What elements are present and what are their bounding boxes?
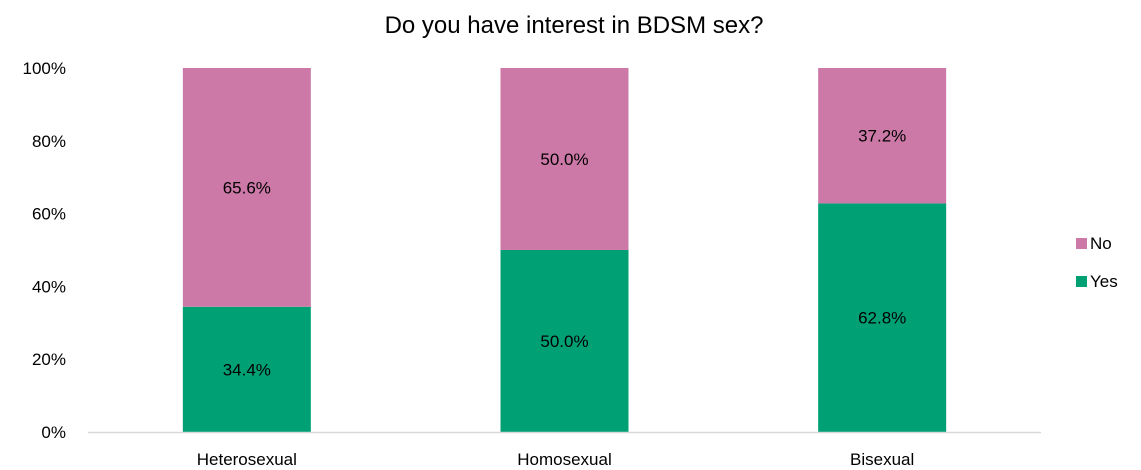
legend-swatch-yes [1076,276,1087,287]
y-tick-label: 40% [32,277,66,296]
data-label-yes-heterosexual: 34.4% [223,360,271,379]
x-tick-label: Heterosexual [197,450,297,469]
y-tick-label: 0% [41,423,66,442]
y-tick-label: 60% [32,205,66,224]
x-tick-label: Bisexual [850,450,914,469]
legend-label-yes: Yes [1090,272,1118,291]
legend-swatch-no [1076,238,1087,249]
y-tick-label: 20% [32,350,66,369]
legend: No Yes [1076,234,1118,291]
bar-no-homosexual [500,68,629,250]
y-axis-ticks: 0% 20% 40% 60% 80% 100% [23,59,66,442]
data-label-yes-bisexual: 62.8% [858,309,906,328]
bars-group [182,68,947,432]
data-label-no-homosexual: 50.0% [540,150,588,169]
x-axis-ticks: Heterosexual Homosexual Bisexual [197,450,915,469]
bar-yes-bisexual [818,203,947,432]
legend-label-no: No [1090,234,1112,253]
bar-yes-heterosexual [182,306,311,432]
data-label-no-heterosexual: 65.6% [223,178,271,197]
bar-yes-homosexual [500,250,629,432]
data-labels-group: 34.4% 65.6% 50.0% 50.0% 62.8% 37.2% [223,127,907,380]
y-tick-label: 100% [23,59,66,78]
y-tick-label: 80% [32,132,66,151]
x-tick-label: Homosexual [517,450,612,469]
data-label-no-bisexual: 37.2% [858,127,906,146]
chart-title: Do you have interest in BDSM sex? [385,12,764,39]
data-label-yes-homosexual: 50.0% [540,332,588,351]
bar-no-heterosexual [182,68,311,307]
bar-no-bisexual [818,68,947,204]
